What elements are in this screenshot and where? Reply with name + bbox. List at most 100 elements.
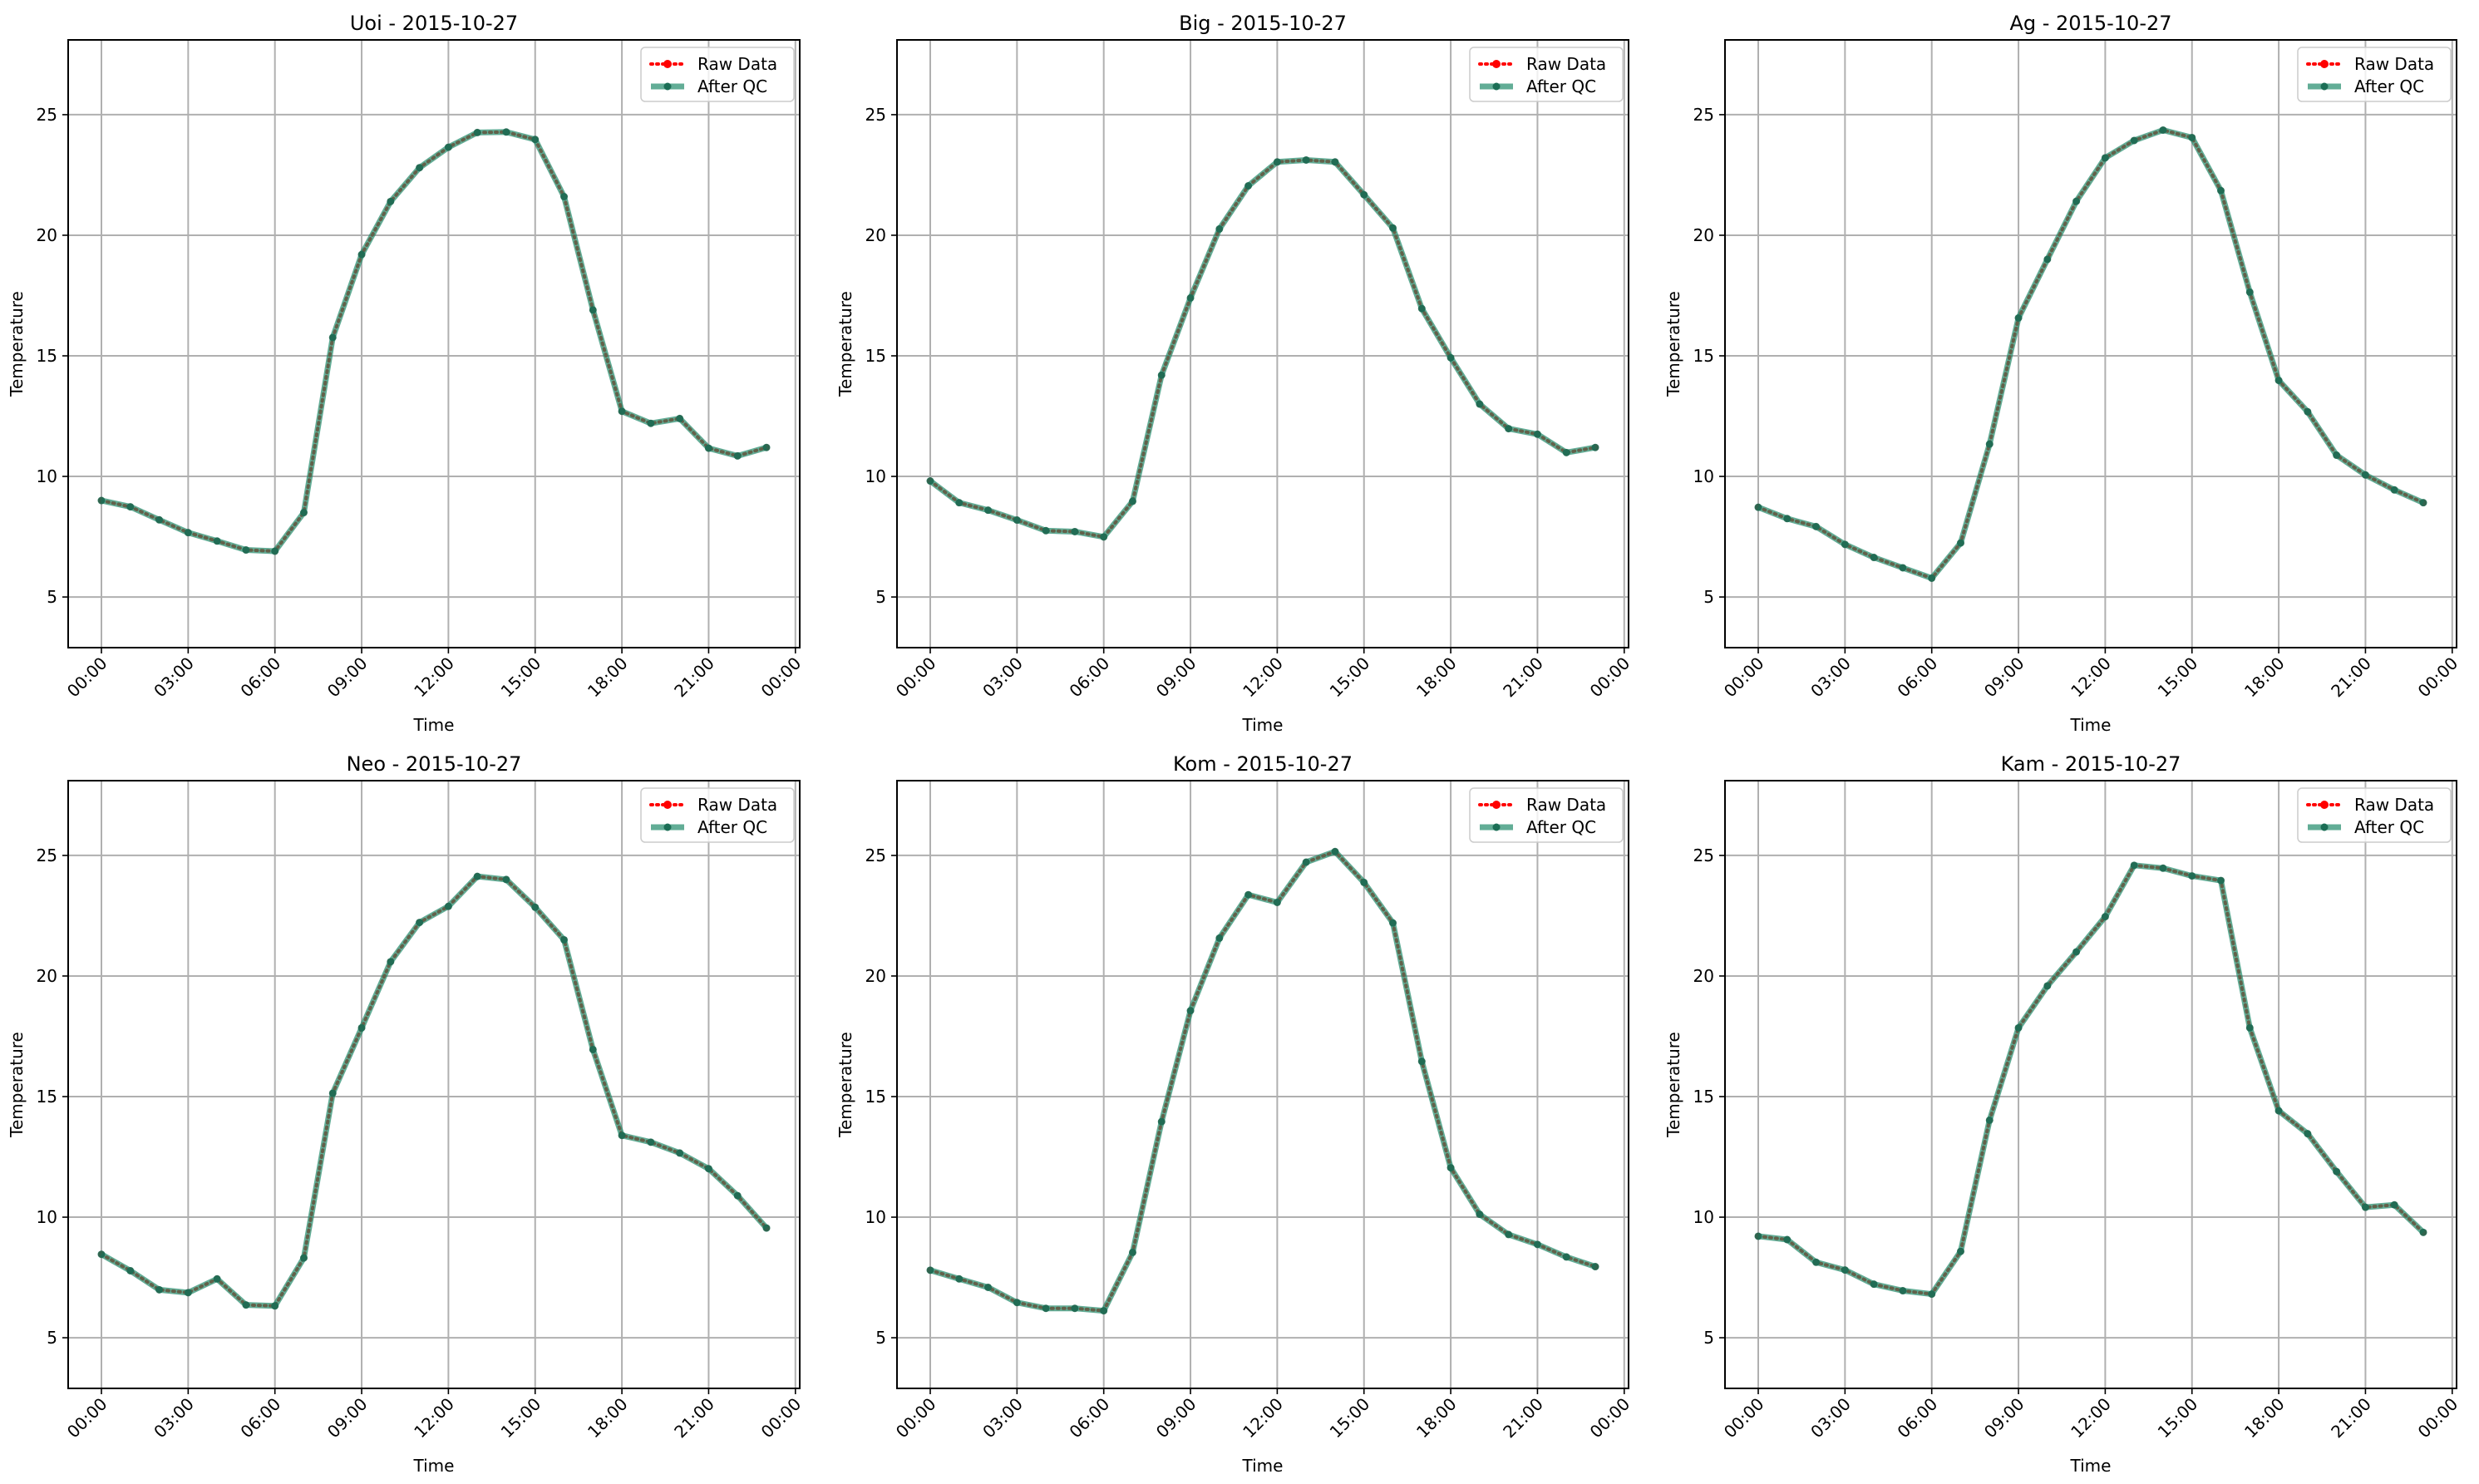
after-qc-point — [1928, 1290, 1936, 1299]
after-qc-point — [126, 1266, 135, 1274]
legend-qc-label: After QC — [1526, 76, 1596, 96]
x-tick-label: 06:00 — [1894, 1394, 1942, 1442]
after-qc-point — [1533, 1240, 1541, 1249]
x-tick-label: 21:00 — [670, 653, 718, 702]
after-qc-point — [1956, 539, 1964, 547]
x-tick-label: 03:00 — [150, 1394, 198, 1442]
after-qc-point — [1302, 858, 1310, 866]
after-qc-point — [213, 537, 221, 545]
after-qc-point — [299, 1254, 308, 1262]
after-qc-point — [328, 333, 337, 342]
x-tick-label: 12:00 — [410, 653, 458, 702]
subplot-4: 5 10 15 20 25 00:00 03:00 06:00 09:00 12:00 15:00 1… — [7, 752, 805, 1476]
y-tick-label: 20 — [37, 225, 57, 245]
after-qc-point — [560, 935, 569, 944]
y-tick-label: 5 — [1703, 1328, 1714, 1348]
axes-frame — [1724, 39, 2457, 648]
after-qc-point — [2333, 1167, 2341, 1176]
after-qc-point — [1841, 540, 1849, 549]
subplot-title: Uoi - 2015-10-27 — [350, 12, 518, 35]
legend-qc-label: After QC — [2354, 76, 2424, 96]
x-tick-label: 00:00 — [63, 1394, 111, 1442]
after-qc-point — [2101, 154, 2109, 162]
after-qc-point — [242, 1301, 250, 1309]
after-qc-point — [1505, 1230, 1513, 1239]
legend-raw-label: Raw Data — [2354, 54, 2434, 74]
after-qc-point — [444, 902, 452, 910]
after-qc-point — [1071, 527, 1079, 535]
legend-raw-label: Raw Data — [697, 795, 777, 815]
legend-raw-label: Raw Data — [1526, 54, 1606, 74]
x-tick-label: 15:00 — [2154, 1394, 2202, 1442]
x-tick-label: 18:00 — [584, 1394, 632, 1442]
after-qc-point — [2188, 133, 2196, 141]
subplot-title: Big - 2015-10-27 — [1179, 12, 1347, 35]
after-qc-point — [1899, 564, 1907, 572]
after-qc-point — [1899, 1287, 1907, 1295]
legend-raw-label: Raw Data — [1526, 795, 1606, 815]
after-qc-point — [2419, 499, 2427, 507]
subplot-6: 5 10 15 20 25 00:00 03:00 06:00 09:00 12:00 15:00 1… — [1663, 752, 2462, 1476]
x-tick-label: 15:00 — [1326, 653, 1374, 702]
y-tick-label: 10 — [37, 466, 57, 486]
axes-frame — [67, 39, 801, 648]
x-tick-label: 21:00 — [2327, 1394, 2375, 1442]
after-qc-point — [2245, 1023, 2254, 1032]
x-tick-label: 09:00 — [1980, 653, 2028, 702]
after-qc-point — [2072, 197, 2081, 205]
after-qc-point — [502, 875, 510, 884]
after-qc-point — [2361, 471, 2369, 479]
x-axis-label: Time — [2070, 1456, 2112, 1476]
after-qc-point — [1331, 158, 1339, 166]
after-qc-point — [1042, 1304, 1050, 1313]
after-qc-point — [299, 509, 308, 517]
after-qc-point — [155, 1285, 164, 1294]
after-qc-point — [155, 515, 164, 524]
subplot-1: 5 10 15 20 25 00:00 03:00 06:00 09:00 12:00 15:00 1… — [7, 12, 805, 735]
x-tick-label: 03:00 — [978, 1394, 1027, 1442]
raw-data-line — [929, 158, 1597, 540]
after-qc-line — [1757, 126, 2425, 581]
after-qc-point — [416, 919, 424, 927]
after-qc-point — [1783, 515, 1791, 523]
y-tick-label: 25 — [37, 105, 57, 125]
after-qc-point — [647, 419, 655, 427]
x-tick-label: 09:00 — [1152, 1394, 1200, 1442]
after-qc-point — [1215, 224, 1224, 233]
after-qc-point — [444, 143, 452, 151]
after-qc-point — [2014, 313, 2023, 322]
after-qc-point — [1562, 448, 1570, 456]
x-tick-label: 12:00 — [410, 1394, 458, 1442]
x-tick-label: 09:00 — [323, 1394, 372, 1442]
legend-raw-marker — [1492, 60, 1501, 68]
legend-raw-marker — [663, 801, 672, 809]
x-tick-label: 03:00 — [978, 653, 1027, 702]
x-tick-label: 00:00 — [1720, 653, 1768, 702]
x-tick-label: 15:00 — [497, 1394, 545, 1442]
x-tick-label: 00:00 — [1720, 1394, 1768, 1442]
after-qc-point — [1186, 293, 1195, 302]
after-qc-point — [704, 1165, 712, 1173]
y-tick-label: 5 — [47, 1328, 57, 1348]
after-qc-point — [1928, 574, 1936, 582]
x-tick-label: 09:00 — [1152, 653, 1200, 702]
after-qc-point — [2159, 864, 2167, 872]
x-tick-label: 12:00 — [1239, 653, 1287, 702]
x-tick-label: 12:00 — [2067, 653, 2115, 702]
legend-raw-marker — [663, 60, 672, 68]
y-tick-label: 10 — [865, 1207, 886, 1227]
after-qc-point — [762, 1224, 771, 1232]
subplot-title: Kam - 2015-10-27 — [2001, 752, 2181, 776]
after-qc-point — [1244, 890, 1253, 899]
y-tick-label: 15 — [37, 346, 57, 366]
x-tick-label: 09:00 — [323, 653, 372, 702]
after-qc-point — [2274, 1107, 2283, 1115]
after-qc-point — [531, 136, 540, 144]
y-tick-label: 20 — [1693, 225, 1714, 245]
y-tick-label: 10 — [865, 466, 886, 486]
after-qc-point — [1591, 443, 1599, 451]
after-qc-point — [1985, 1116, 1994, 1124]
x-tick-label: 03:00 — [1806, 653, 1855, 702]
y-tick-label: 20 — [865, 225, 886, 245]
after-qc-point — [1754, 1232, 1762, 1240]
